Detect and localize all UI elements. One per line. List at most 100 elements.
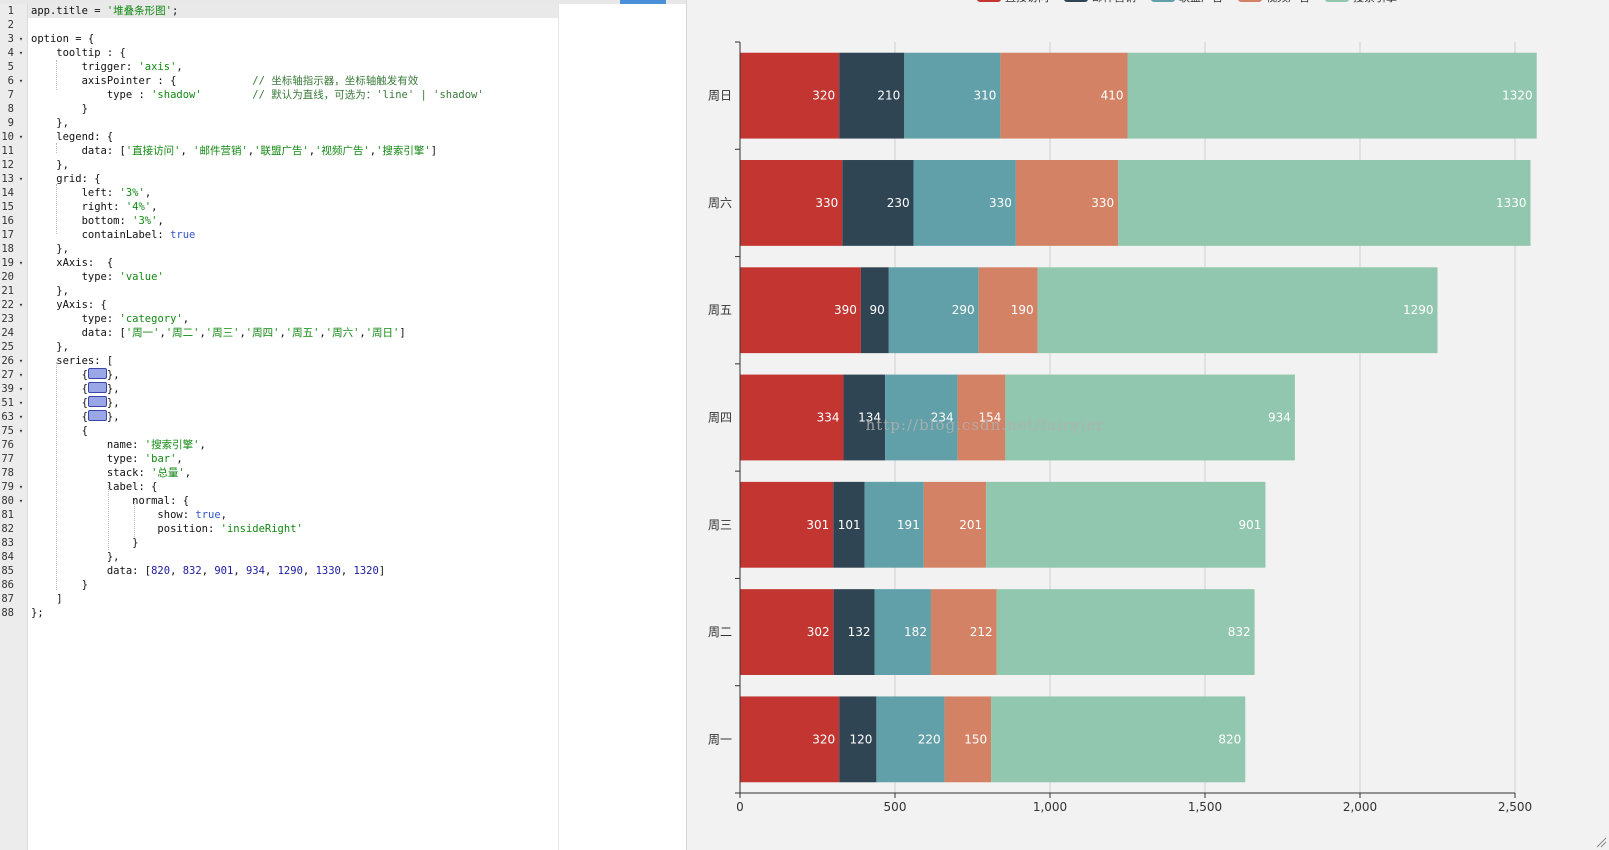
code-line[interactable]: type: 'category', bbox=[31, 313, 190, 325]
code-line[interactable]: } bbox=[31, 579, 88, 591]
line-number: 22 bbox=[1, 299, 14, 311]
current-line-highlight bbox=[28, 4, 558, 18]
data-label: 334 bbox=[817, 411, 840, 425]
line-number: 2 bbox=[7, 19, 14, 31]
code-line[interactable]: data: ['直接访问', '邮件营销','联盟广告','视频广告','搜索引… bbox=[31, 145, 438, 157]
y-category-label: 周三 bbox=[708, 518, 732, 532]
data-label: 1320 bbox=[1502, 89, 1533, 103]
bar-segment bbox=[913, 160, 1016, 246]
fold-toggle-icon[interactable]: ▾ bbox=[18, 385, 24, 393]
code-line[interactable]: trigger: 'axis', bbox=[31, 61, 183, 73]
code-line[interactable]: data: ['周一','周二','周三','周四','周五','周六','周日… bbox=[31, 327, 406, 339]
code-line[interactable]: data: [820, 832, 901, 934, 1290, 1330, 1… bbox=[31, 565, 386, 577]
code-line[interactable]: {}, bbox=[31, 410, 120, 423]
code-line[interactable]: type : 'shadow' // 默认为直线，可选为：'line' | 's… bbox=[31, 89, 484, 101]
data-label: 410 bbox=[1101, 89, 1124, 103]
fold-toggle-icon[interactable]: ▾ bbox=[18, 497, 24, 505]
code-line[interactable]: type: 'value' bbox=[31, 271, 164, 283]
bar-segment bbox=[839, 52, 905, 139]
code-line[interactable]: } bbox=[31, 537, 139, 549]
legend-swatch bbox=[1064, 0, 1088, 2]
code-line[interactable]: stack: '总量', bbox=[31, 467, 192, 479]
folded-block-icon[interactable] bbox=[87, 382, 107, 393]
fold-toggle-icon[interactable]: ▾ bbox=[18, 49, 24, 57]
code-line[interactable]: containLabel: true bbox=[31, 229, 196, 241]
code-editor[interactable]: 1 app.title = '堆叠条形图'; 2 3 ▾ option = {4 ▾ too… bbox=[0, 0, 687, 850]
fold-toggle-icon[interactable]: ▾ bbox=[18, 35, 24, 43]
folded-block-icon[interactable] bbox=[87, 368, 107, 379]
code-line[interactable]: legend: { bbox=[31, 131, 114, 143]
fold-toggle-icon[interactable]: ▾ bbox=[18, 133, 24, 141]
code-line[interactable]: right: '4%', bbox=[31, 201, 158, 213]
data-label: 154 bbox=[978, 411, 1001, 425]
code-line[interactable]: position: 'insideRight' bbox=[31, 523, 303, 535]
code-line[interactable]: } bbox=[31, 103, 88, 115]
line-number: 7 bbox=[7, 89, 14, 101]
fold-toggle-icon[interactable]: ▾ bbox=[18, 357, 24, 365]
x-tick-label: 1,500 bbox=[1188, 800, 1222, 814]
code-line[interactable]: label: { bbox=[31, 481, 158, 493]
fold-toggle-icon[interactable]: ▾ bbox=[18, 399, 24, 407]
data-label: 120 bbox=[849, 732, 872, 746]
code-line[interactable]: tooltip : { bbox=[31, 47, 126, 59]
code-line[interactable]: axisPointer : { // 坐标轴指示器，坐标轴触发有效 bbox=[31, 75, 419, 87]
code-line[interactable]: bottom: '3%', bbox=[31, 215, 164, 227]
data-label: 310 bbox=[973, 89, 996, 103]
bar-segment bbox=[740, 481, 834, 568]
code-line[interactable]: show: true, bbox=[31, 509, 227, 521]
code-line[interactable]: option = { bbox=[31, 33, 95, 45]
fold-toggle-icon[interactable]: ▾ bbox=[18, 413, 24, 421]
line-number: 86 bbox=[1, 579, 14, 591]
code-line[interactable]: {}, bbox=[31, 382, 120, 395]
bar-segment bbox=[876, 696, 945, 783]
bar-segment bbox=[1005, 374, 1295, 461]
code-line[interactable]: }, bbox=[31, 341, 69, 353]
print-margin bbox=[558, 4, 559, 850]
code-line[interactable]: app.title = '堆叠条形图'; bbox=[31, 5, 179, 17]
fold-toggle-icon[interactable]: ▾ bbox=[18, 371, 24, 379]
code-line[interactable]: }, bbox=[31, 159, 69, 171]
code-line[interactable]: }; bbox=[31, 607, 44, 619]
code-line[interactable]: }, bbox=[31, 243, 69, 255]
editor-run-indicator[interactable] bbox=[620, 0, 666, 4]
code-line[interactable]: {}, bbox=[31, 368, 120, 381]
line-number: 83 bbox=[1, 537, 14, 549]
folded-block-icon[interactable] bbox=[87, 410, 107, 421]
fold-toggle-icon[interactable]: ▾ bbox=[18, 77, 24, 85]
stacked-bar-chart: 0 500 1,000 1,500 2,000 2,500 320 120 220 150 820 周… bbox=[708, 0, 1537, 814]
data-label: 191 bbox=[897, 518, 920, 532]
code-line[interactable]: ] bbox=[31, 593, 63, 605]
resize-grip-icon[interactable] bbox=[1595, 836, 1607, 848]
code-line[interactable]: yAxis: { bbox=[31, 299, 107, 311]
fold-toggle-icon[interactable]: ▾ bbox=[18, 259, 24, 267]
fold-toggle-icon[interactable]: ▾ bbox=[18, 483, 24, 491]
code-line[interactable]: { bbox=[31, 425, 88, 437]
code-line[interactable]: type: 'bar', bbox=[31, 453, 183, 465]
line-number: 18 bbox=[1, 243, 14, 255]
line-number: 23 bbox=[1, 313, 14, 325]
fold-toggle-icon[interactable]: ▾ bbox=[18, 175, 24, 183]
code-line[interactable]: }, bbox=[31, 117, 69, 129]
code-line[interactable]: {}, bbox=[31, 396, 120, 409]
x-tick-label: 500 bbox=[884, 800, 907, 814]
folded-block-icon[interactable] bbox=[87, 396, 107, 407]
fold-toggle-icon[interactable]: ▾ bbox=[18, 427, 24, 435]
code-line[interactable]: }, bbox=[31, 551, 120, 563]
code-line[interactable]: normal: { bbox=[31, 495, 190, 507]
line-number: 25 bbox=[1, 341, 14, 353]
code-line[interactable]: series: [ bbox=[31, 355, 114, 367]
code-line[interactable]: left: '3%', bbox=[31, 187, 152, 199]
code-line[interactable]: grid: { bbox=[31, 173, 101, 185]
line-number: 1 bbox=[7, 5, 14, 17]
code-line[interactable]: xAxis: { bbox=[31, 257, 114, 269]
bar-segment bbox=[740, 267, 861, 354]
bar-segment bbox=[1037, 267, 1438, 354]
line-number: 84 bbox=[1, 551, 14, 563]
indent-guide bbox=[56, 184, 57, 234]
data-label: 1290 bbox=[1403, 303, 1434, 317]
line-number: 16 bbox=[1, 215, 14, 227]
fold-toggle-icon[interactable]: ▾ bbox=[18, 301, 24, 309]
code-line[interactable]: name: '搜索引擎', bbox=[31, 439, 206, 451]
bar-segment bbox=[1127, 52, 1537, 139]
code-line[interactable]: }, bbox=[31, 285, 69, 297]
